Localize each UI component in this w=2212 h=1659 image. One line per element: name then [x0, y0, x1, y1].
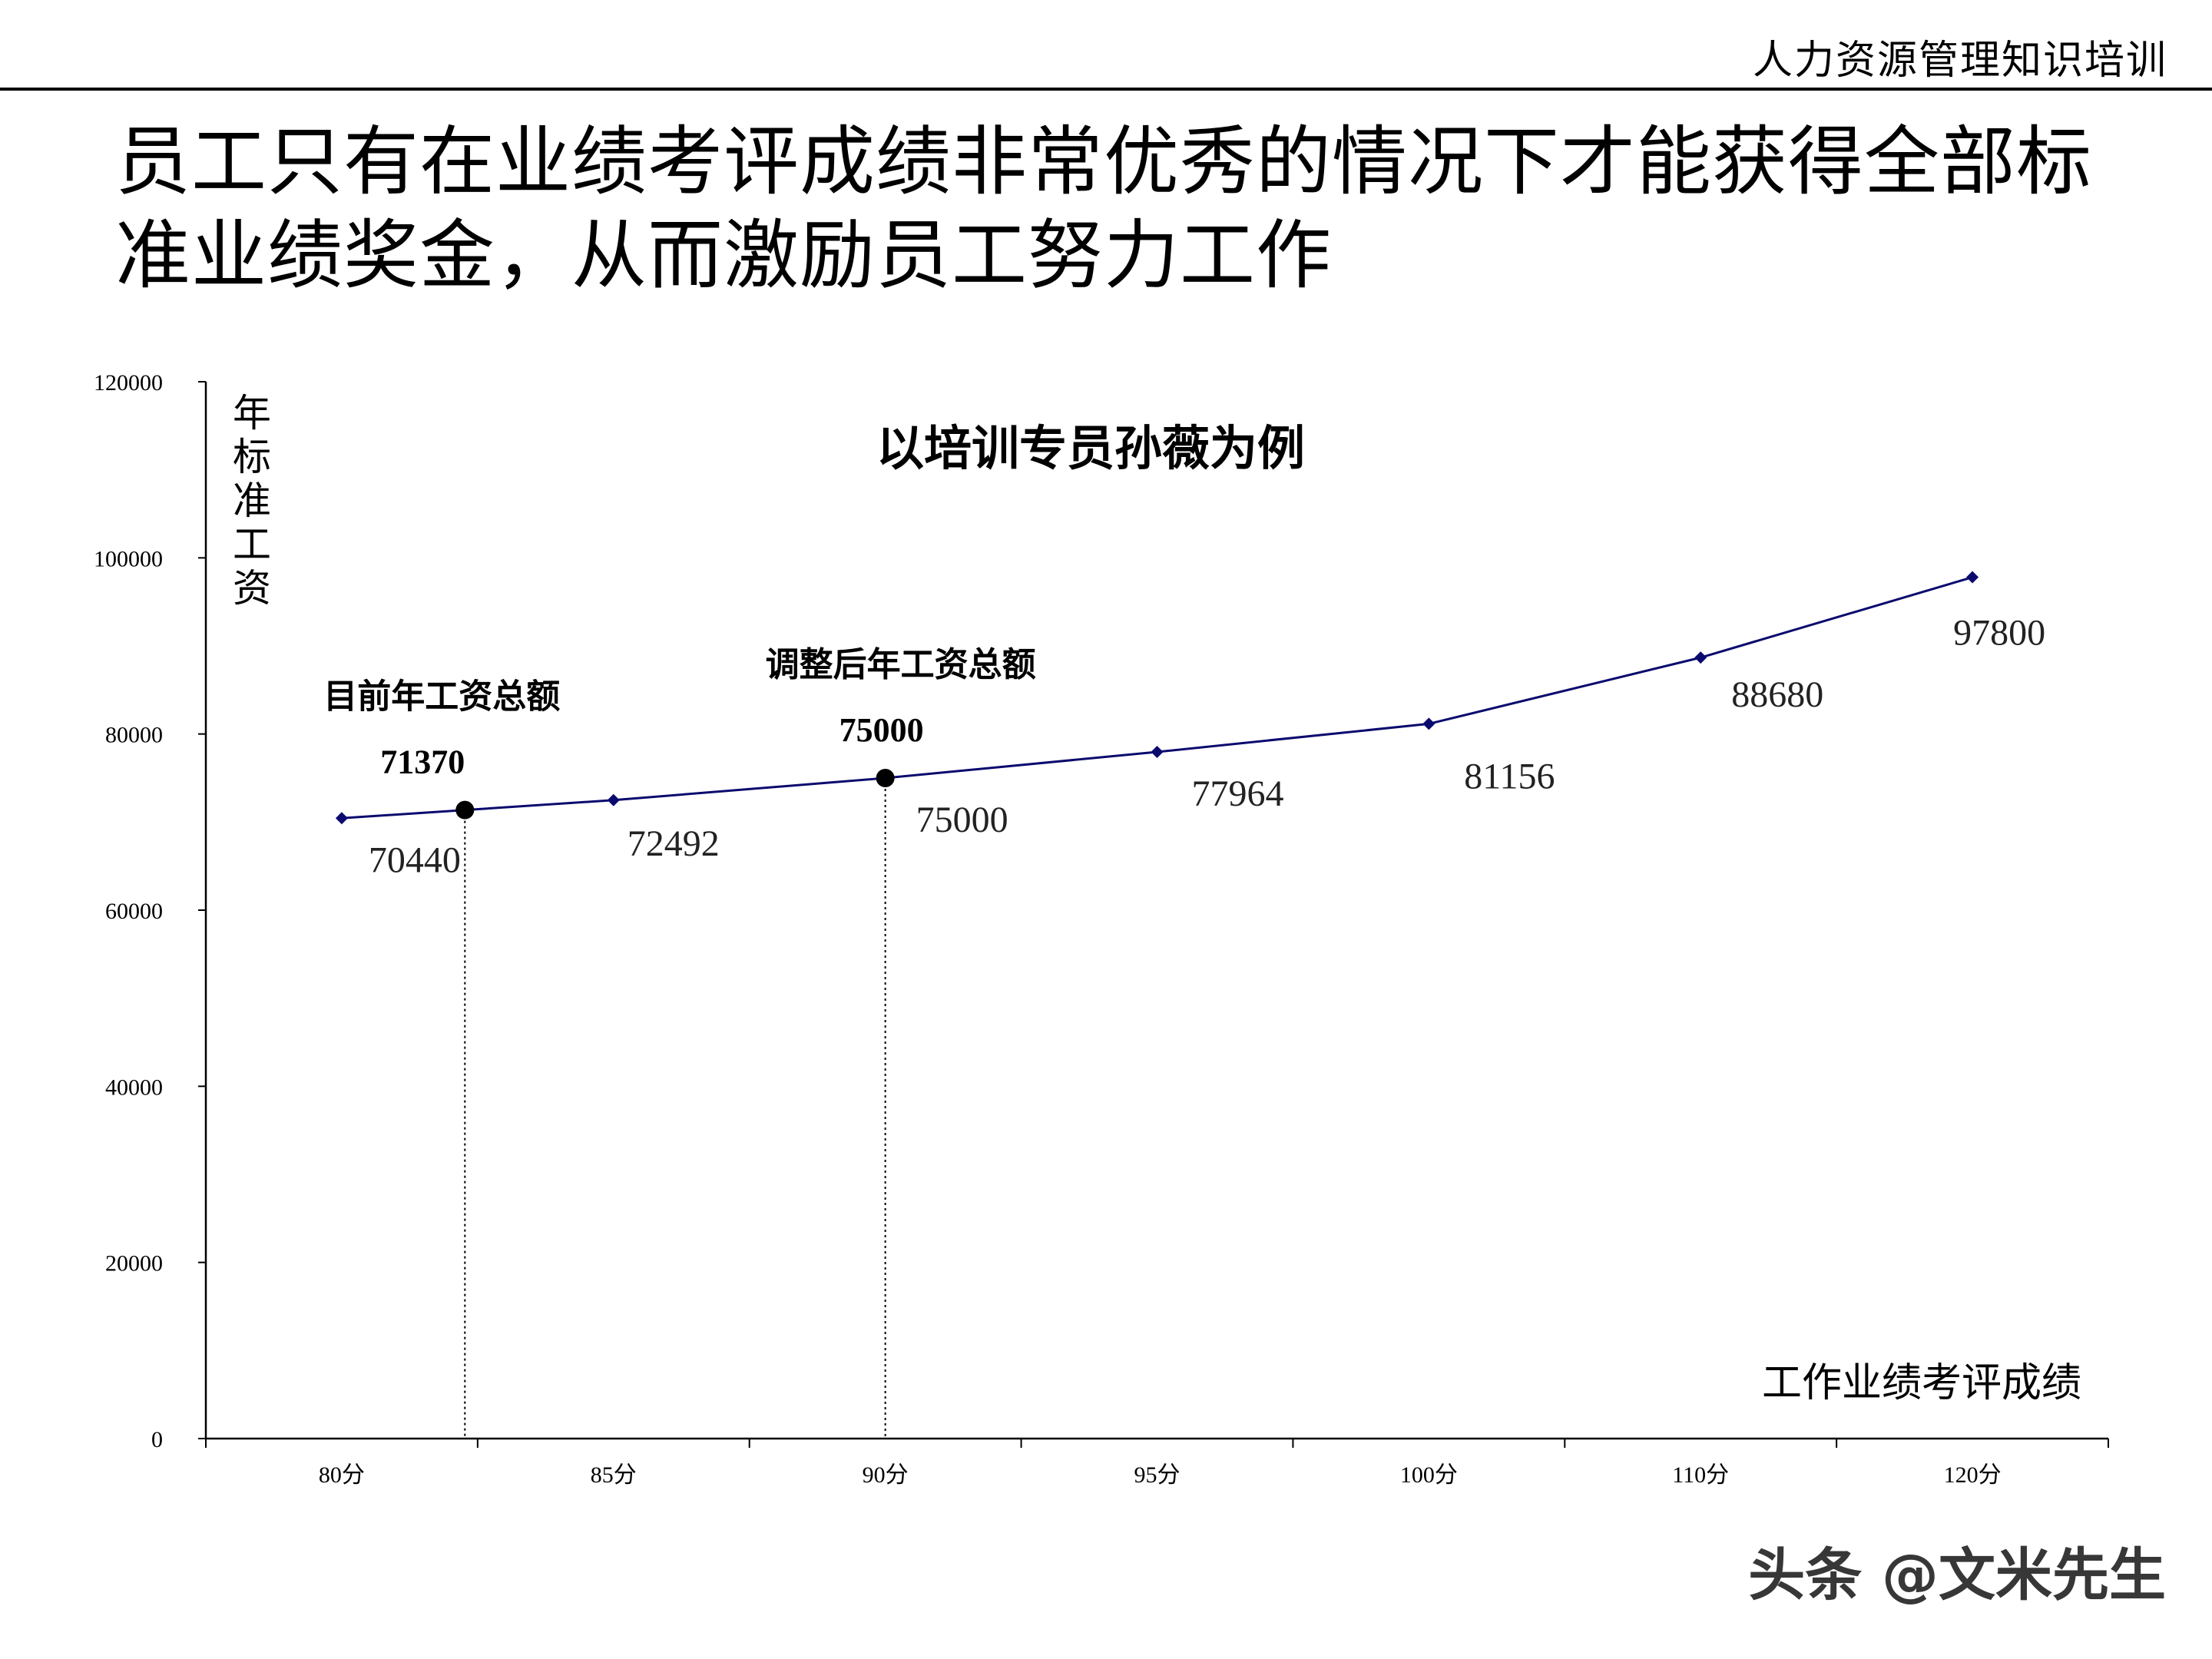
- data-label: 81156: [1464, 756, 1555, 796]
- data-point: [1422, 717, 1435, 730]
- x-tick-label: 85分: [591, 1462, 637, 1488]
- annotation-value: 75000: [839, 711, 924, 749]
- y-axis-label-char: 工: [233, 522, 271, 567]
- y-tick-label: 20000: [105, 1251, 163, 1277]
- data-label: 72492: [628, 823, 720, 864]
- data-label: 97800: [1953, 613, 2045, 654]
- x-tick-label: 110分: [1672, 1462, 1729, 1488]
- annotation-label: 目前年工资总额: [323, 677, 560, 717]
- x-tick-label: 100分: [1400, 1462, 1458, 1488]
- annotations: 目前年工资总额 71370 调整后年工资总额 75000: [323, 645, 1036, 820]
- data-label: 70440: [369, 839, 461, 880]
- page-title: 员工只有在业绩考评成绩非常优秀的情况下才能获得全部标准业绩奖金，从而激励员工努力…: [115, 118, 2093, 300]
- annotation-label: 调整后年工资总额: [766, 645, 1036, 684]
- chart-title: 以培训专员孙薇为例: [876, 420, 1305, 476]
- y-tick-label: 80000: [105, 723, 163, 748]
- annotation-marker: [455, 800, 475, 820]
- y-tick-label: 60000: [105, 899, 163, 924]
- y-tick-label: 0: [151, 1427, 163, 1452]
- data-labels: 70440 72492 75000 77964 81156 88680 97800: [369, 613, 2045, 881]
- annotation-marker: [876, 769, 895, 787]
- data-point: [1151, 746, 1164, 759]
- header-title: 人力资源管理知识培训: [1752, 38, 2167, 84]
- data-label: 88680: [1731, 674, 1823, 715]
- watermark: 头条 @文米先生: [1748, 1542, 2166, 1608]
- data-point: [607, 793, 620, 806]
- data-points: [335, 571, 1979, 825]
- data-point: [1694, 651, 1707, 664]
- y-axis-label-char: 资: [233, 566, 271, 611]
- y-axis-label-char: 准: [233, 478, 271, 523]
- data-point: [335, 812, 348, 825]
- data-label: 75000: [916, 800, 1008, 840]
- x-tick-label: 90分: [863, 1462, 909, 1488]
- x-tick-label: 120分: [1944, 1462, 2002, 1488]
- y-axis-label-char: 年: [233, 391, 271, 435]
- x-tick-label: 80分: [319, 1462, 365, 1488]
- y-tick-label: 100000: [94, 546, 163, 571]
- data-label: 77964: [1192, 773, 1284, 814]
- y-ticks: 0 20000 40000 60000 80000 100000 120000: [94, 370, 206, 1452]
- y-axis-label: 年标准工资: [233, 391, 271, 611]
- data-point: [1966, 571, 1979, 584]
- x-tick-label: 95分: [1134, 1462, 1181, 1488]
- y-axis-label-char: 标: [233, 435, 271, 479]
- series-line: [341, 576, 1973, 820]
- header-rule: [0, 88, 2212, 91]
- x-ticks: 80分 85分 90分 95分 100分 110分 120分: [205, 1439, 2109, 1488]
- y-tick-label: 120000: [94, 370, 163, 396]
- y-tick-label: 40000: [105, 1075, 163, 1100]
- annotation-droplines: [464, 778, 886, 1439]
- x-axis-label: 工作业绩考评成绩: [1762, 1360, 2081, 1406]
- annotation-value: 71370: [380, 743, 465, 781]
